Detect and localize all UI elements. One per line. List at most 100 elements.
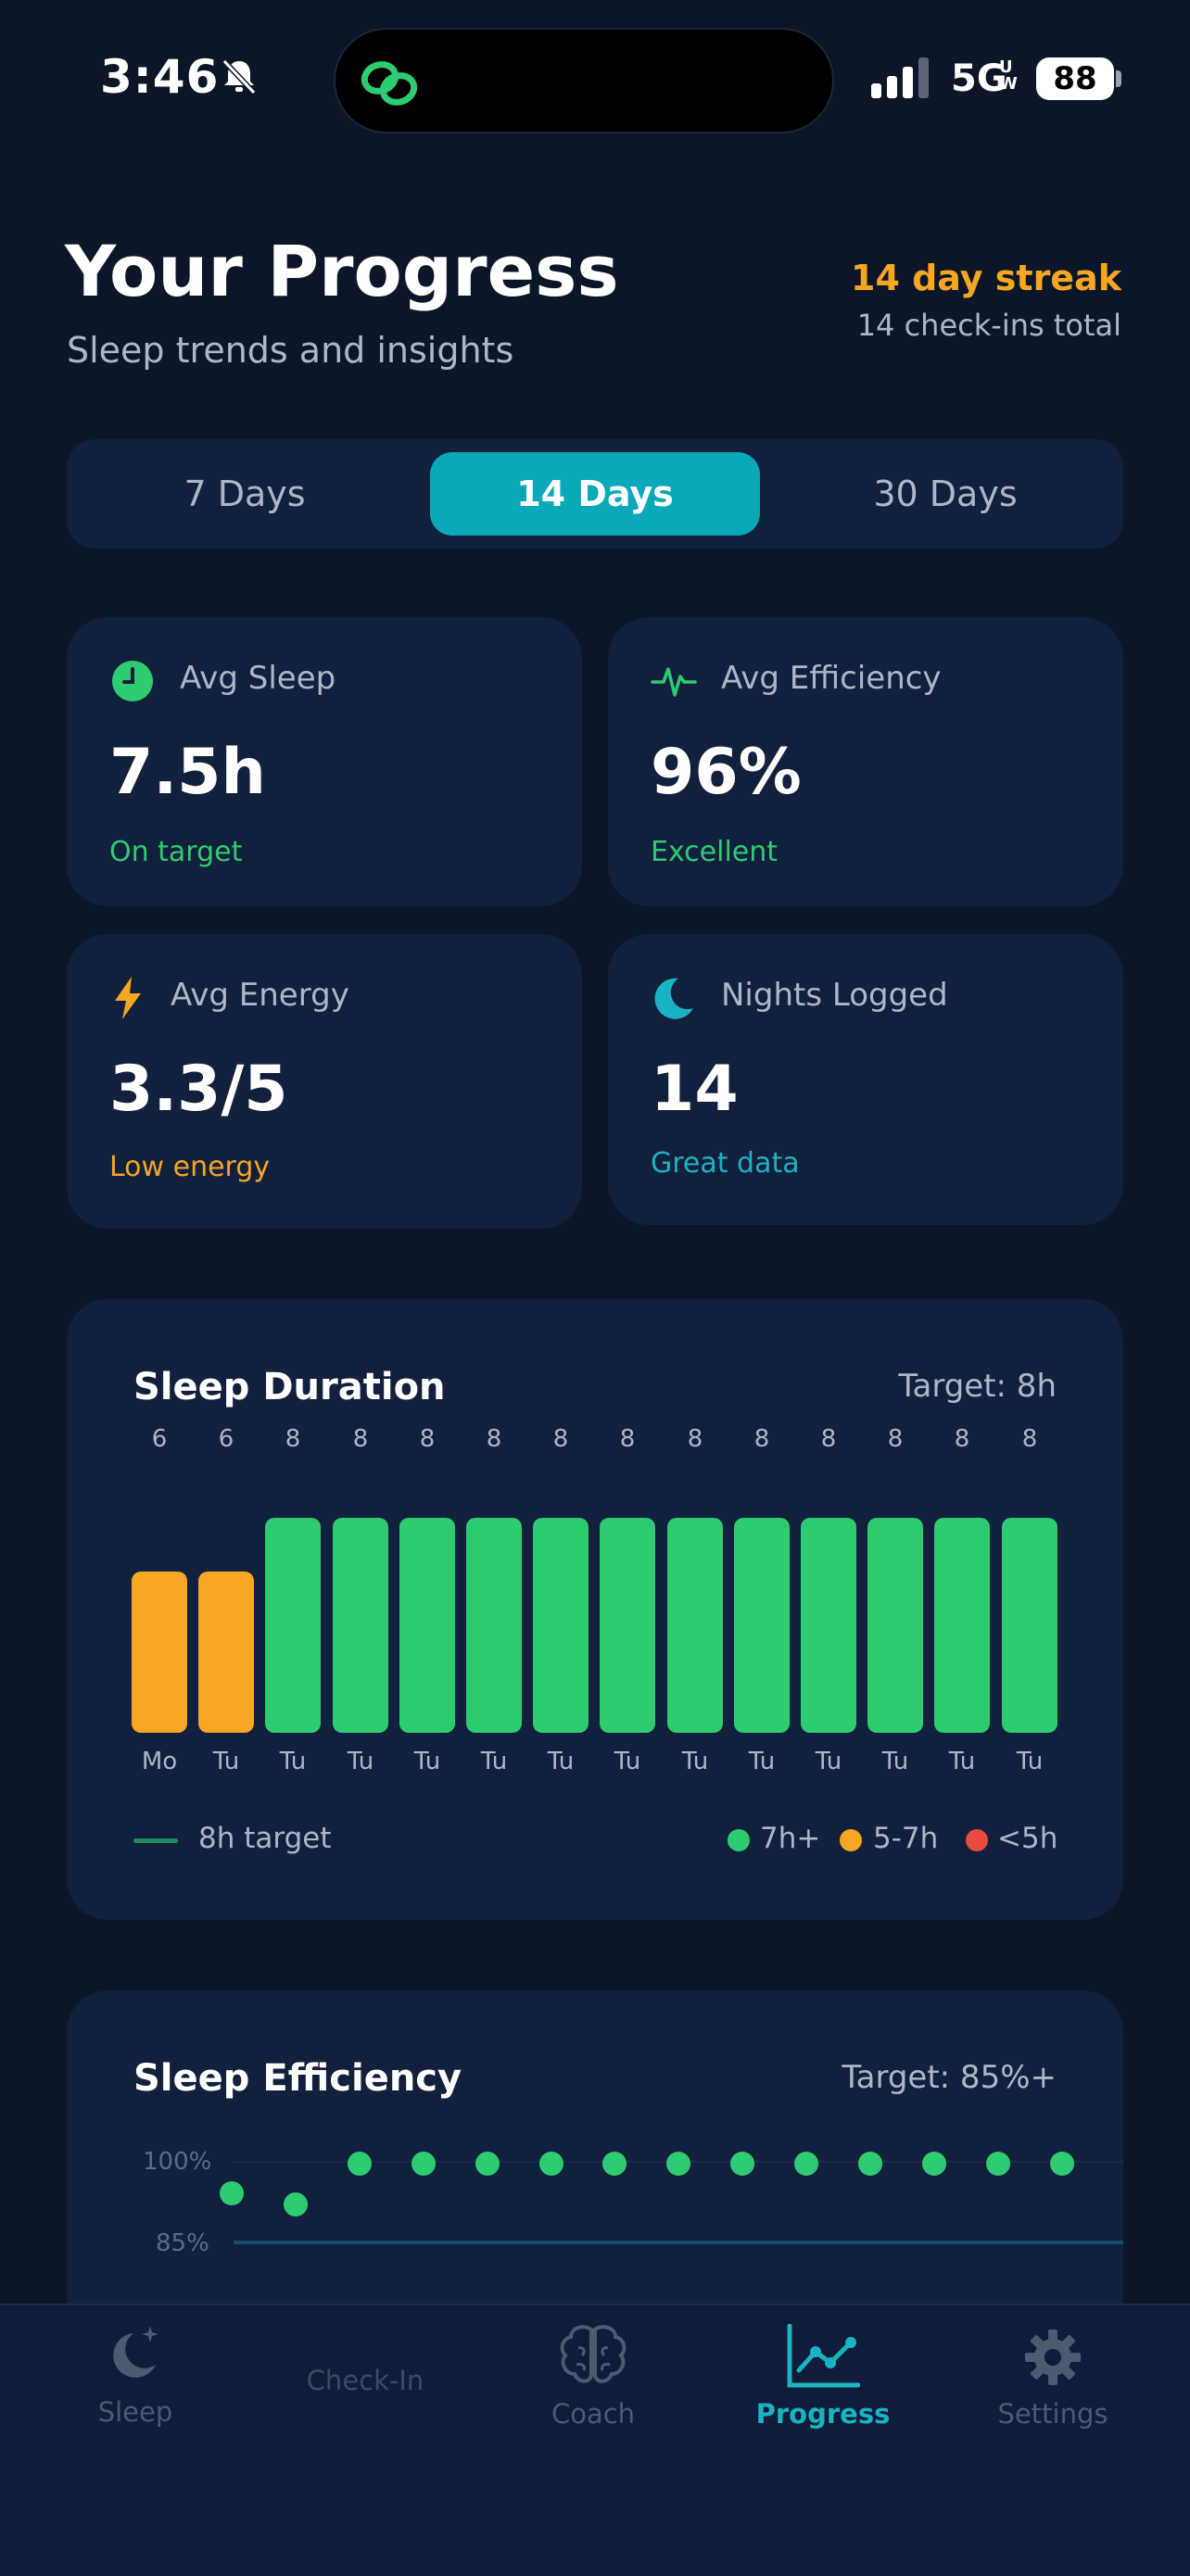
stat-note: On target	[109, 836, 243, 868]
chart-title: Sleep Duration	[133, 1366, 446, 1408]
bar-day-label: Tu	[948, 1748, 976, 1775]
bar-value-label: 8	[419, 1425, 436, 1453]
stat-card-avg-sleep: Avg Sleep 7.5h On target	[67, 617, 582, 906]
brain-icon	[560, 2325, 627, 2383]
streak-label: 14 day streak	[851, 258, 1121, 298]
duration-bar	[533, 1518, 589, 1733]
battery-icon: 88	[1036, 57, 1114, 100]
duration-bar	[667, 1518, 723, 1733]
bar-day-label: Tu	[681, 1748, 709, 1775]
sleep-duration-card: Sleep Duration Target: 8h 6 Mo 6 Tu 8 Tu 8 Tu 8 T…	[67, 1299, 1123, 1920]
stat-card-avg-energy: Avg Energy 3.3/5 Low energy	[67, 934, 582, 1229]
tab-progress[interactable]: Progress	[730, 2324, 916, 2463]
bar-day-label: Tu	[881, 1748, 909, 1775]
bar-value-label: 6	[218, 1425, 234, 1453]
chart-line-icon	[787, 2324, 860, 2388]
tab-coach[interactable]: Coach	[500, 2324, 686, 2463]
tab-label: Sleep	[97, 2396, 173, 2428]
bar-day-label: Tu	[614, 1748, 641, 1775]
duration-bar	[198, 1572, 254, 1733]
efficiency-point	[348, 2152, 372, 2176]
legend-mid-label: 5-7h	[873, 1822, 939, 1855]
bar-value-label: 8	[753, 1425, 770, 1453]
bar-value-label: 8	[619, 1425, 636, 1453]
stat-label: Avg Sleep	[180, 660, 336, 697]
chart-title: Sleep Efficiency	[133, 2057, 462, 2100]
legend-good-label: 7h+	[760, 1822, 821, 1855]
target-legend-label: 8h target	[198, 1822, 332, 1855]
stat-value: 96%	[651, 736, 802, 809]
silent-bell-icon	[222, 58, 257, 95]
legend-dot-good	[728, 1829, 750, 1851]
target-legend-line	[133, 1838, 178, 1843]
bar-value-label: 8	[352, 1425, 369, 1453]
bolt-icon	[115, 977, 141, 1019]
bar-day-label: Tu	[815, 1748, 842, 1775]
bar-day-label: Tu	[347, 1748, 374, 1775]
bar-value-label: 8	[887, 1425, 904, 1453]
tab-settings[interactable]: Settings	[960, 2324, 1146, 2463]
tab-label: Progress	[755, 2398, 891, 2430]
signal-icon	[871, 57, 929, 98]
legend-low-label: <5h	[997, 1822, 1058, 1855]
efficiency-point	[666, 2152, 690, 2176]
sleep-moon-icon	[113, 2326, 158, 2378]
efficiency-point	[794, 2152, 818, 2176]
efficiency-point	[1050, 2152, 1074, 2176]
tab-sleep[interactable]: Sleep	[43, 2324, 228, 2463]
pulse-icon	[651, 667, 697, 697]
checkins-total: 14 check-ins total	[856, 308, 1121, 343]
home-indicator	[404, 2524, 786, 2537]
tab-7-days[interactable]: 7 Days	[184, 474, 306, 514]
duration-bar	[333, 1518, 388, 1733]
duration-bar	[867, 1518, 923, 1733]
stat-value: 3.3/5	[109, 1053, 288, 1126]
bar-day-label: Tu	[547, 1748, 575, 1775]
legend-dot-mid	[840, 1829, 862, 1851]
stat-label: Avg Efficiency	[721, 660, 942, 697]
stat-card-avg-efficiency: Avg Efficiency 96% Excellent	[608, 617, 1123, 906]
efficiency-point	[220, 2181, 244, 2205]
bar-day-label: Tu	[480, 1748, 508, 1775]
bar-day-label: Mo	[141, 1748, 178, 1775]
tab-14-days[interactable]: 14 Days	[430, 452, 760, 536]
efficiency-point	[858, 2152, 882, 2176]
range-segmented-control: 7 Days 14 Days 30 Days	[67, 439, 1123, 549]
chart-target: Target: 85%+	[842, 2059, 1057, 2096]
efficiency-point	[284, 2192, 308, 2216]
bar-value-label: 8	[687, 1425, 703, 1453]
bar-value-label: 8	[285, 1425, 301, 1453]
tab-label: Coach	[551, 2398, 636, 2430]
bar-value-label: 8	[552, 1425, 569, 1453]
bar-day-label: Tu	[212, 1748, 240, 1775]
clock-icon	[112, 661, 153, 701]
efficiency-point	[411, 2152, 436, 2176]
duration-bar	[399, 1518, 455, 1733]
efficiency-point	[475, 2152, 500, 2176]
duration-bar	[466, 1518, 522, 1733]
duration-bar	[1002, 1518, 1057, 1733]
moon-icon	[654, 978, 693, 1019]
efficiency-point	[730, 2152, 754, 2176]
bar-value-label: 8	[486, 1425, 502, 1453]
tab-label: Check-In	[306, 2365, 424, 2396]
page-subtitle: Sleep trends and insights	[67, 330, 514, 371]
efficiency-point	[922, 2152, 946, 2176]
status-time: 3:46	[100, 50, 220, 104]
efficiency-point	[602, 2152, 627, 2176]
page-title: Your Progress	[65, 230, 619, 312]
tab-bar: Sleep Check-In Coach Progress	[0, 2304, 1190, 2576]
target-line-85	[234, 2241, 1123, 2244]
link-app-icon	[361, 61, 418, 106]
tab-30-days[interactable]: 30 Days	[873, 474, 1018, 514]
stat-label: Avg Energy	[171, 977, 349, 1014]
efficiency-point	[539, 2152, 563, 2176]
dynamic-island	[334, 28, 834, 133]
network-label: 5G	[951, 57, 1007, 100]
tab-check-in[interactable]: Check-In	[272, 2324, 458, 2463]
duration-bar	[934, 1518, 990, 1733]
stat-note: Great data	[651, 1147, 800, 1180]
axis-label-bottom: 85%	[156, 2229, 209, 2257]
stat-value: 14	[651, 1053, 739, 1126]
